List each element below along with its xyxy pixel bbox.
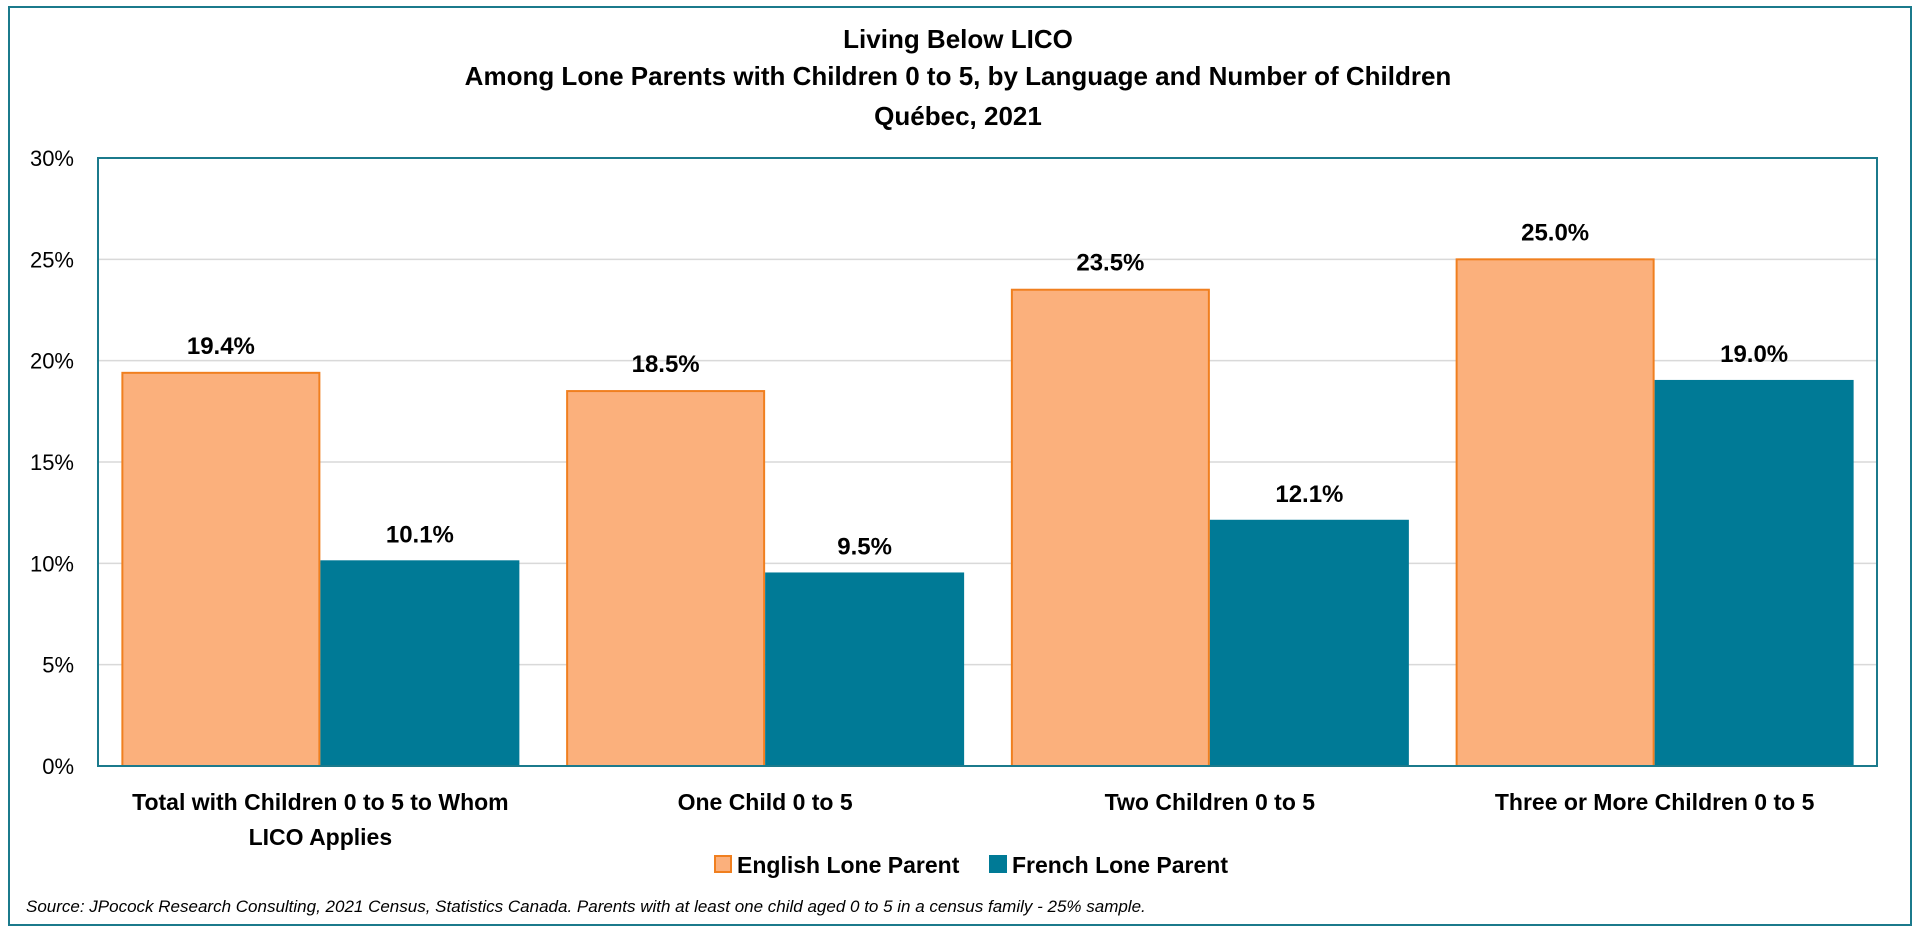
bar-french-2 bbox=[765, 572, 965, 768]
x-category-label: Total with Children 0 to 5 to Whom bbox=[132, 789, 509, 815]
legend-french-label: French Lone Parent bbox=[1012, 852, 1228, 878]
data-label-english-1: 19.4% bbox=[187, 333, 255, 360]
data-label-english-4: 25.0% bbox=[1521, 219, 1589, 246]
bar-french-3 bbox=[1209, 519, 1409, 767]
legend-french-swatch bbox=[989, 855, 1007, 873]
legend-english-label: English Lone Parent bbox=[737, 852, 960, 878]
y-tick-label: 25% bbox=[30, 247, 74, 272]
bar-english-2 bbox=[566, 390, 766, 767]
bar-english-4 bbox=[1455, 258, 1655, 767]
y-tick-label: 20% bbox=[30, 349, 74, 374]
data-label-french-1: 10.1% bbox=[386, 521, 454, 548]
x-category-label: Three or More Children 0 to 5 bbox=[1495, 789, 1815, 815]
bar-french-1 bbox=[320, 560, 520, 767]
bar-english-1 bbox=[121, 371, 321, 767]
chart-title-line-2: Among Lone Parents with Children 0 to 5,… bbox=[465, 61, 1452, 91]
x-category-label: Two Children 0 to 5 bbox=[1105, 789, 1316, 815]
data-label-french-2: 9.5% bbox=[837, 533, 892, 560]
y-tick-label: 5% bbox=[42, 653, 74, 678]
y-tick-label: 15% bbox=[30, 450, 74, 475]
data-label-english-3: 23.5% bbox=[1076, 250, 1144, 277]
chart-title-line-1: Living Below LICO bbox=[843, 24, 1073, 54]
bar-french-4 bbox=[1654, 379, 1854, 767]
x-category-label: LICO Applies bbox=[249, 824, 393, 850]
source-note: Source: JPocock Research Consulting, 202… bbox=[26, 897, 1146, 916]
bar-english-3 bbox=[1010, 288, 1210, 767]
data-label-english-2: 18.5% bbox=[632, 351, 700, 378]
plot-area-border bbox=[97, 157, 1878, 767]
y-tick-label: 30% bbox=[30, 146, 74, 171]
legend-english-swatch bbox=[714, 855, 732, 873]
y-tick-label: 0% bbox=[42, 754, 74, 779]
data-label-french-3: 12.1% bbox=[1275, 481, 1343, 508]
y-tick-label: 10% bbox=[30, 551, 74, 576]
x-category-label: One Child 0 to 5 bbox=[678, 789, 853, 815]
chart-title-line-3: Québec, 2021 bbox=[874, 101, 1042, 131]
data-label-french-4: 19.0% bbox=[1720, 341, 1788, 368]
